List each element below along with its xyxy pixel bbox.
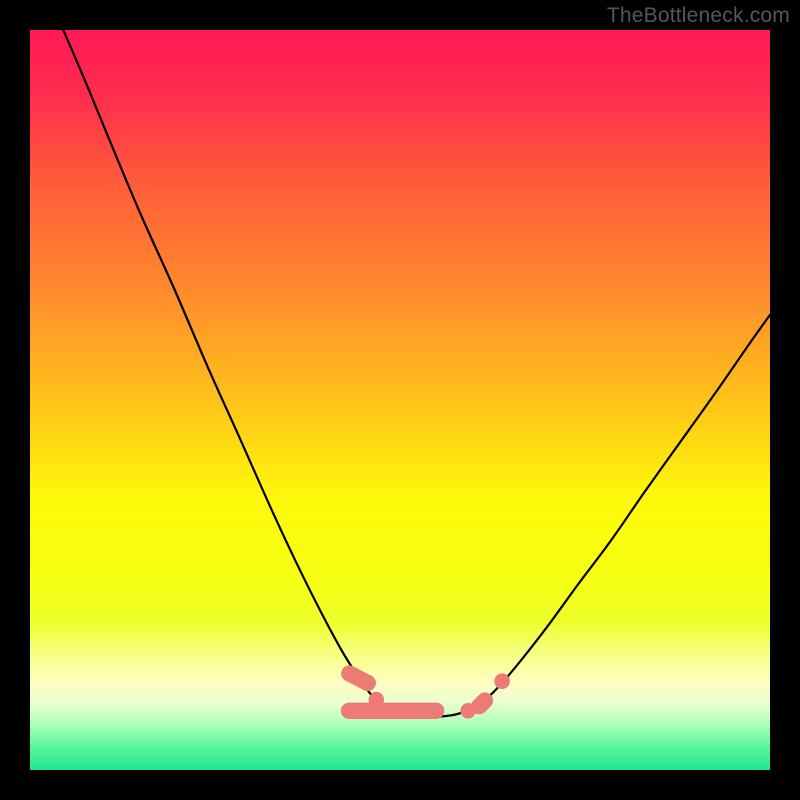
gradient-background	[30, 30, 770, 770]
plot-area	[30, 30, 770, 770]
outer-stage: TheBottleneck.com	[0, 0, 800, 800]
plot-svg	[30, 30, 770, 770]
curve-marker-pill	[341, 703, 445, 719]
curve-marker-dot	[494, 673, 510, 689]
watermark-text: TheBottleneck.com	[607, 4, 790, 28]
